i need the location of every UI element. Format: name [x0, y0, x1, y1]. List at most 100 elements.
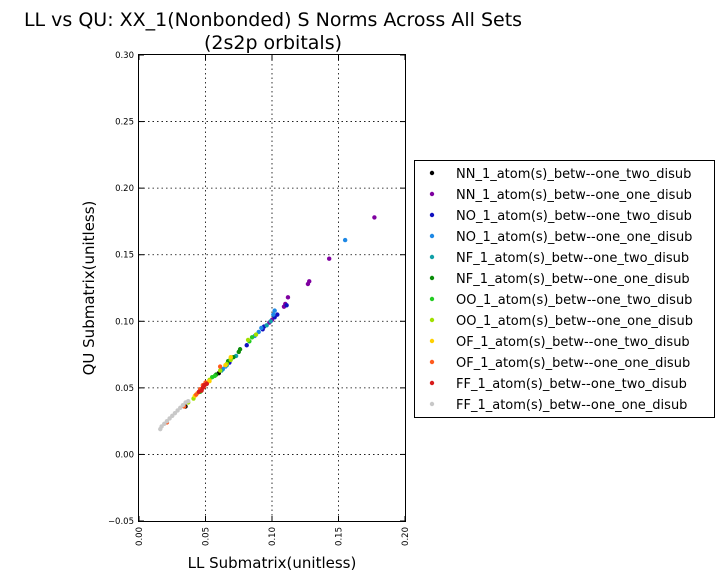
- legend-item: NN_1_atom(s)_betw--one_one_disub: [429, 188, 692, 203]
- x-tick-label: 0.20: [401, 527, 411, 546]
- x-tick-label: 0.15: [335, 527, 345, 546]
- grid-lines: [139, 55, 405, 521]
- data-point: [264, 323, 269, 328]
- legend-marker: [429, 191, 435, 197]
- legend: NN_1_atom(s)_betw--one_two_disub NN_1_ato…: [414, 160, 715, 418]
- data-point: [212, 373, 218, 379]
- legend-marker: [429, 380, 435, 386]
- legend-marker: [429, 212, 435, 218]
- legend-label: NF_1_atom(s)_betw--one_one_disub: [456, 272, 690, 287]
- data-point: [256, 329, 261, 335]
- legend-label: NF_1_atom(s)_betw--one_two_disub: [456, 251, 689, 266]
- legend-marker: [429, 296, 435, 302]
- legend-item: NO_1_atom(s)_betw--one_one_disub: [429, 230, 692, 245]
- legend-label: FF_1_atom(s)_betw--one_two_disub: [456, 377, 687, 392]
- data-point: [253, 332, 259, 337]
- data-point: [162, 421, 167, 427]
- legend-item: NF_1_atom(s)_betw--one_one_disub: [429, 272, 690, 287]
- data-point: [159, 424, 164, 429]
- x-tick-label: 0.05: [202, 527, 212, 546]
- plot-frame: [138, 54, 406, 522]
- data-point: [167, 416, 172, 421]
- data-point: [207, 379, 212, 384]
- data-point: [342, 237, 348, 243]
- legend-item: NN_1_atom(s)_betw--one_two_disub: [429, 167, 691, 182]
- legend-box: [414, 160, 715, 418]
- legend-label: FF_1_atom(s)_betw--one_one_disub: [456, 398, 687, 413]
- data-point: [223, 363, 228, 368]
- series-10: [196, 381, 210, 395]
- data-point: [272, 308, 277, 313]
- data-point: [326, 256, 332, 261]
- series-8: [192, 355, 233, 399]
- y-tick-label: 0.25: [115, 118, 134, 128]
- legend-label: OO_1_atom(s)_betw--one_one_disub: [456, 314, 693, 329]
- data-point: [372, 215, 377, 220]
- legend-item: NO_1_atom(s)_betw--one_two_disub: [429, 209, 692, 224]
- series-7: [186, 332, 259, 405]
- data-point: [217, 368, 223, 373]
- y-tick-label: 0.15: [115, 251, 134, 261]
- chart-title: LL vs QU: XX_1(Nonbonded) S Norms Across…: [24, 9, 522, 31]
- legend-label: OO_1_atom(s)_betw--one_two_disub: [456, 293, 692, 308]
- y-tick-label: 0.30: [115, 51, 134, 61]
- series-11: [158, 398, 191, 432]
- chart-subtitle: (2s2p orbitals): [204, 32, 342, 54]
- data-point: [172, 410, 178, 416]
- y-tick-label: −0.05: [108, 517, 134, 527]
- legend-item: FF_1_atom(s)_betw--one_one_disub: [429, 398, 687, 413]
- x-axis-label: LL Submatrix(unitless): [188, 554, 357, 572]
- data-point: [244, 343, 249, 348]
- y-tick-label: 0.20: [115, 184, 134, 194]
- legend-marker: [429, 233, 435, 239]
- data-point: [284, 303, 289, 308]
- y-tick-label: 0.05: [115, 384, 134, 394]
- legend-label: NN_1_atom(s)_betw--one_one_disub: [456, 188, 692, 203]
- data-point: [268, 319, 273, 324]
- legend-marker: [429, 254, 435, 260]
- legend-label: OF_1_atom(s)_betw--one_two_disub: [456, 335, 690, 350]
- legend-marker: [429, 275, 435, 281]
- y-tick-label: 0.10: [115, 317, 134, 327]
- legend-marker: [429, 401, 435, 407]
- legend-item: OO_1_atom(s)_betw--one_two_disub: [429, 293, 692, 308]
- data-point: [217, 364, 223, 369]
- data-point: [199, 388, 204, 393]
- data-point: [259, 325, 264, 331]
- data-point: [237, 347, 243, 352]
- legend-label: NN_1_atom(s)_betw--one_two_disub: [456, 167, 691, 182]
- data-point: [170, 413, 175, 419]
- data-point: [245, 337, 251, 343]
- legend-marker: [429, 359, 435, 365]
- data-point: [305, 281, 311, 287]
- data-point: [249, 335, 255, 340]
- data-point: [228, 355, 233, 360]
- legend-marker: [429, 338, 435, 344]
- legend-label: NO_1_atom(s)_betw--one_two_disub: [456, 209, 692, 224]
- data-point: [175, 408, 180, 413]
- x-tick-label: 0.00: [135, 527, 145, 546]
- x-tick-label: 0.10: [268, 527, 278, 546]
- legend-item: NF_1_atom(s)_betw--one_two_disub: [429, 251, 689, 266]
- legend-label: OF_1_atom(s)_betw--one_one_disub: [456, 356, 690, 371]
- data-point: [180, 402, 186, 408]
- legend-item: OO_1_atom(s)_betw--one_one_disub: [429, 314, 693, 329]
- legend-item: FF_1_atom(s)_betw--one_two_disub: [429, 377, 687, 392]
- data-point: [186, 398, 191, 404]
- legend-label: NO_1_atom(s)_betw--one_one_disub: [456, 230, 692, 245]
- data-point: [204, 381, 210, 387]
- data-point: [275, 312, 280, 317]
- legend-item: OF_1_atom(s)_betw--one_two_disub: [429, 335, 690, 350]
- series-1: [267, 215, 377, 325]
- data-point: [271, 312, 276, 317]
- data-points: [158, 215, 377, 432]
- axis-ticks: 0.00 0.05 0.10 0.15 0.20−0.050.000.050.100.1…: [108, 51, 411, 546]
- y-axis-label: QU Submatrix(unitless): [80, 201, 98, 376]
- legend-item: OF_1_atom(s)_betw--one_one_disub: [429, 356, 690, 371]
- legend-marker: [429, 170, 435, 176]
- data-point: [193, 392, 199, 397]
- legend-marker: [429, 317, 435, 323]
- y-tick-label: 0.00: [115, 450, 134, 460]
- data-point: [285, 295, 291, 300]
